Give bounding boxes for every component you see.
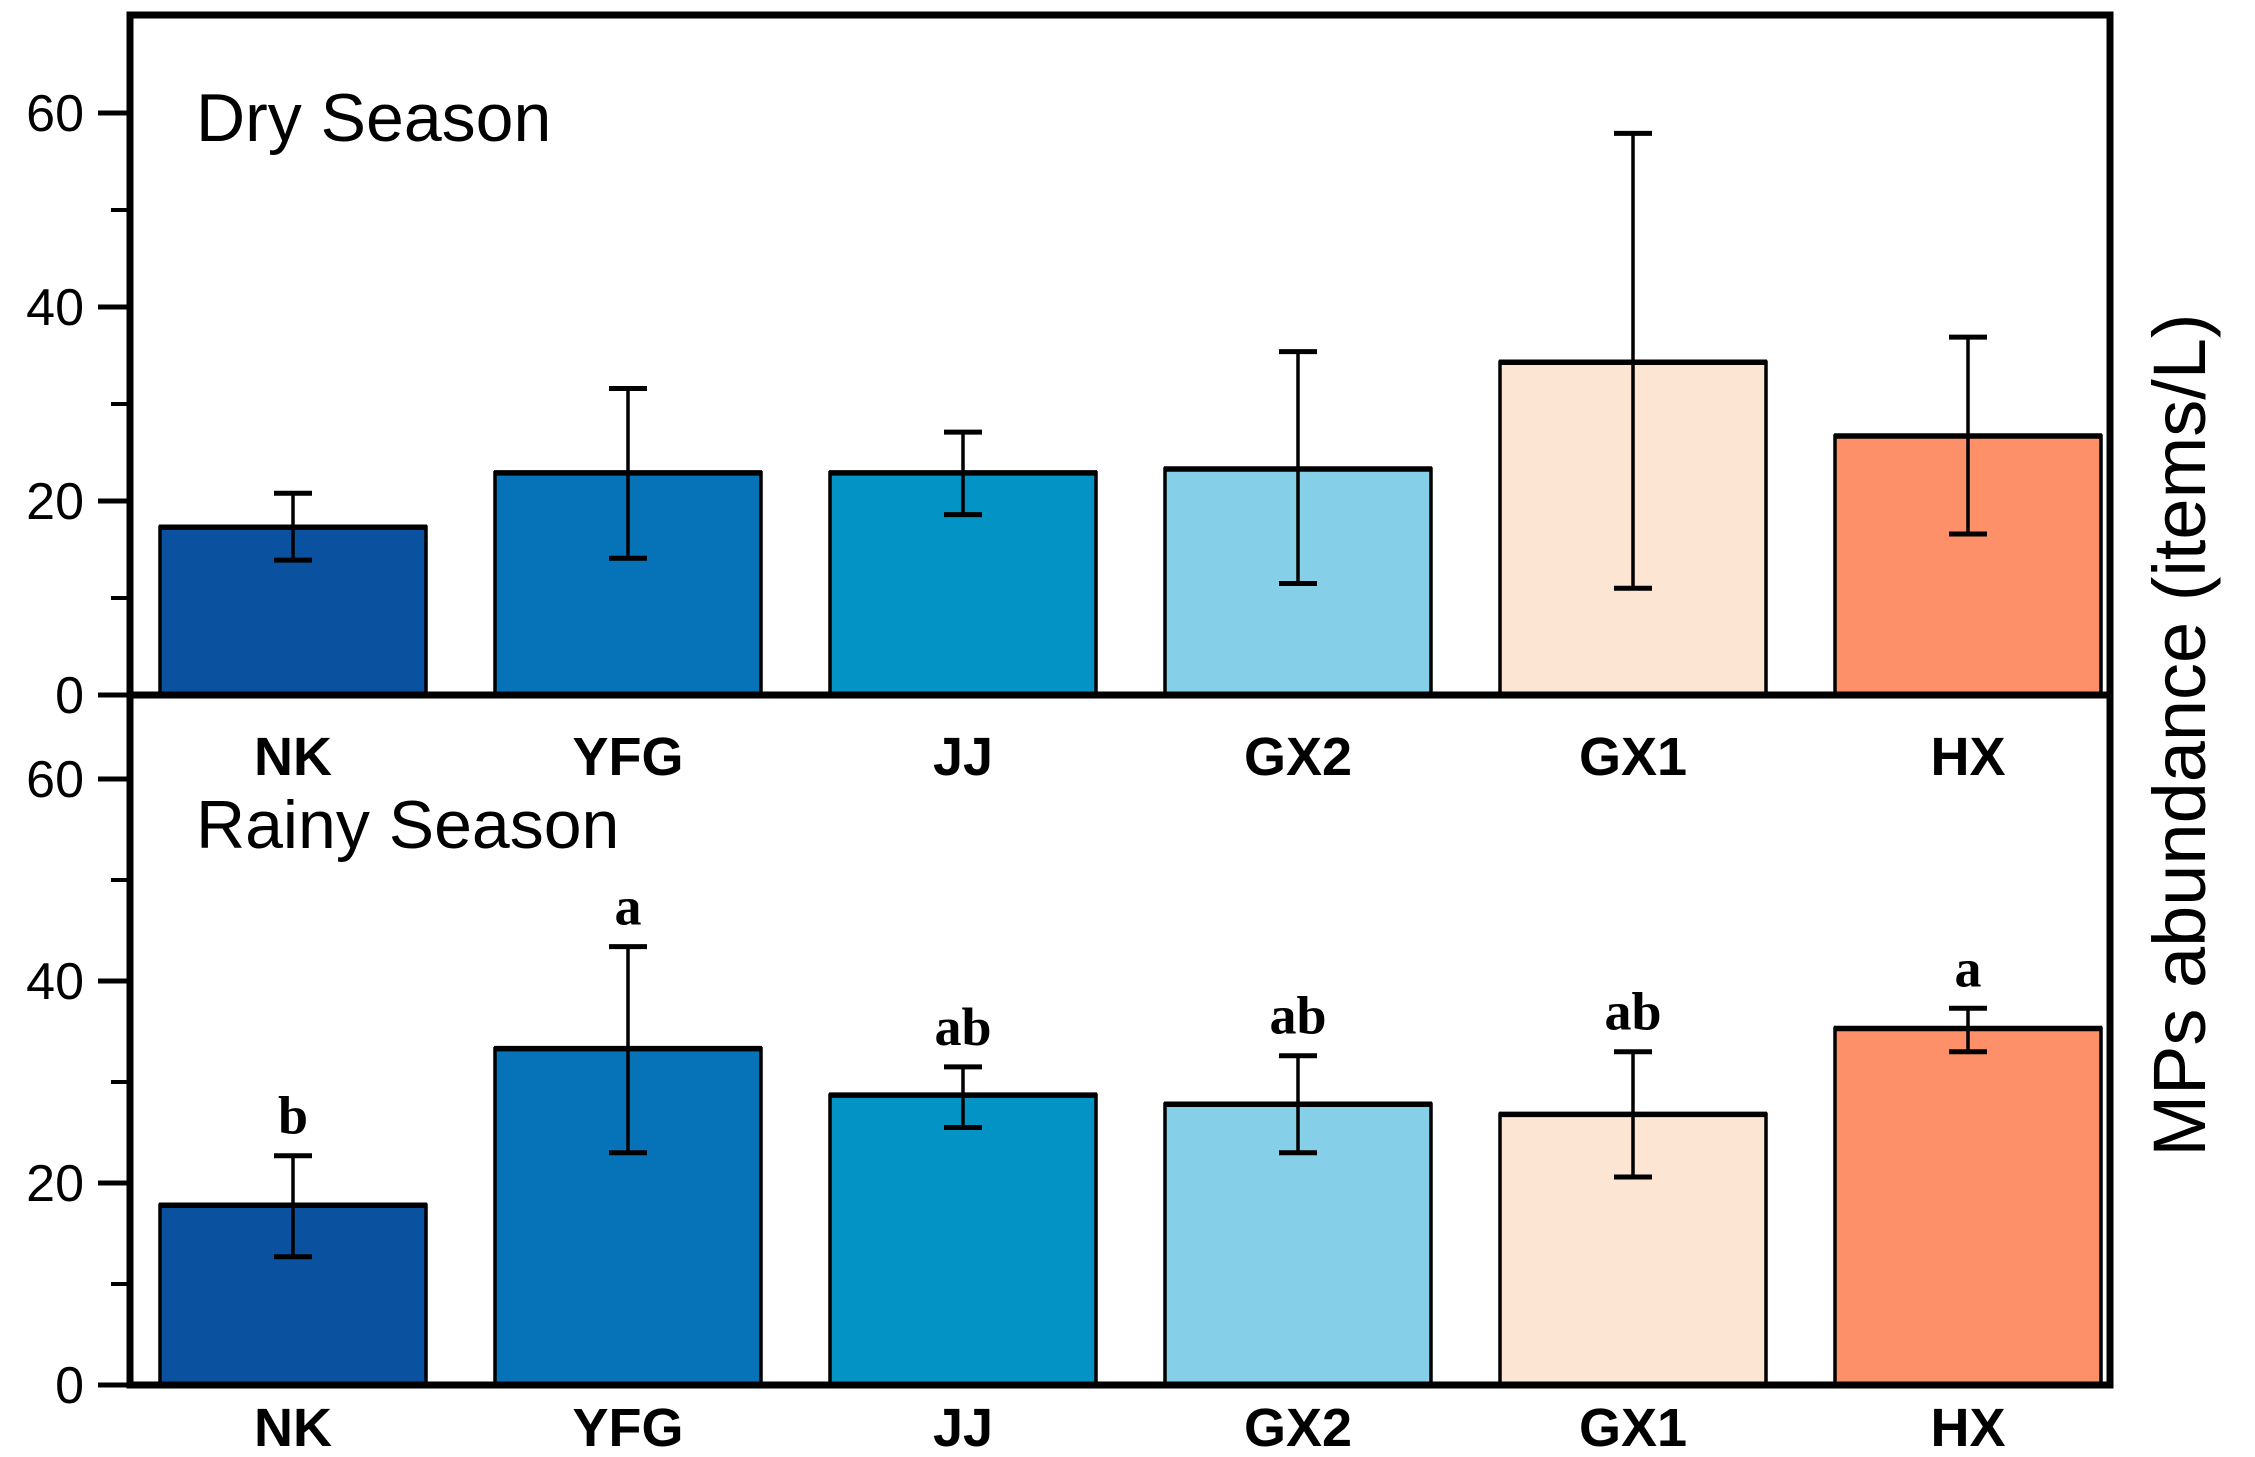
significance-letter-JJ: ab — [934, 997, 991, 1057]
y-tick-label: 60 — [26, 85, 84, 143]
x-category-label-JJ: JJ — [933, 727, 993, 787]
x-category-label-YFG: YFG — [572, 727, 683, 787]
significance-letter-HX: a — [1955, 938, 1982, 998]
significance-letter-GX2: ab — [1269, 986, 1326, 1046]
y-axis-title: MPs abundance (items/L) — [2138, 313, 2221, 1156]
y-tick-label: 20 — [26, 473, 84, 531]
x-category-label-GX2: GX2 — [1244, 727, 1352, 787]
bar-rainy-season-HX — [1833, 1026, 2103, 1387]
y-tick-label: 40 — [26, 279, 84, 337]
significance-letter-NK: b — [278, 1086, 308, 1146]
x-category-label-GX1: GX1 — [1579, 727, 1687, 787]
x-category-label-GX2: GX2 — [1244, 1398, 1352, 1457]
x-category-label-GX1: GX1 — [1579, 1398, 1687, 1457]
panel-title-rainy: Rainy Season — [196, 787, 619, 863]
x-category-label-NK: NK — [254, 727, 332, 787]
significance-letter-YFG: a — [615, 877, 642, 937]
x-category-label-YFG: YFG — [572, 1398, 683, 1457]
y-tick-label: 40 — [26, 953, 84, 1011]
x-category-label-NK: NK — [254, 1398, 332, 1457]
y-tick-label: 20 — [26, 1155, 84, 1213]
y-tick-label: 0 — [55, 667, 84, 725]
panel-title-dry: Dry Season — [196, 80, 551, 156]
significance-letter-GX1: ab — [1604, 982, 1661, 1042]
x-category-label-HX: HX — [1930, 1398, 2005, 1457]
x-category-label-JJ: JJ — [933, 1398, 993, 1457]
x-category-label-HX: HX — [1930, 727, 2005, 787]
y-tick-label: 60 — [26, 751, 84, 809]
panel-frame-rainy — [126, 691, 2114, 1389]
y-tick-label: 0 — [55, 1357, 84, 1415]
bar-rainy-season-JJ — [828, 1093, 1098, 1387]
